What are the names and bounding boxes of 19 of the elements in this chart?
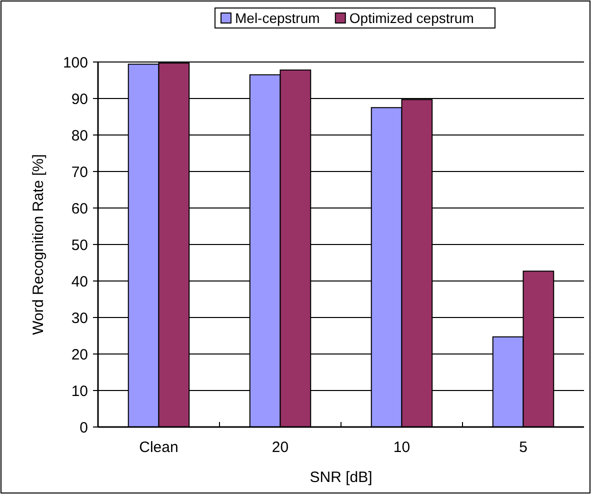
y-axis-title: Word Recognition Rate [%] (30, 154, 47, 335)
y-tick-label: 30 (71, 310, 88, 327)
legend-label: Optimized cepstrum (349, 10, 474, 26)
y-tick-label: 60 (71, 200, 88, 218)
y-tick-label: 80 (71, 127, 88, 144)
y-tick-label: 50 (71, 236, 88, 254)
legend-label: Mel-cepstrum (235, 10, 320, 26)
y-tick-label: 20 (71, 346, 88, 364)
x-axis-title: SNR [dB] (310, 469, 372, 486)
y-tick-label: 100 (62, 54, 88, 72)
x-tick-label: 10 (393, 439, 410, 456)
x-tick-label: Clean (139, 439, 178, 456)
y-tick-label: 70 (71, 164, 88, 181)
x-tick-label: 5 (519, 439, 528, 456)
x-tick-label: 20 (272, 439, 289, 456)
y-tick-label: 40 (71, 273, 88, 290)
y-tick-label: 0 (80, 419, 88, 436)
y-tick-label: 90 (71, 90, 88, 108)
y-tick-label: 10 (71, 382, 88, 400)
